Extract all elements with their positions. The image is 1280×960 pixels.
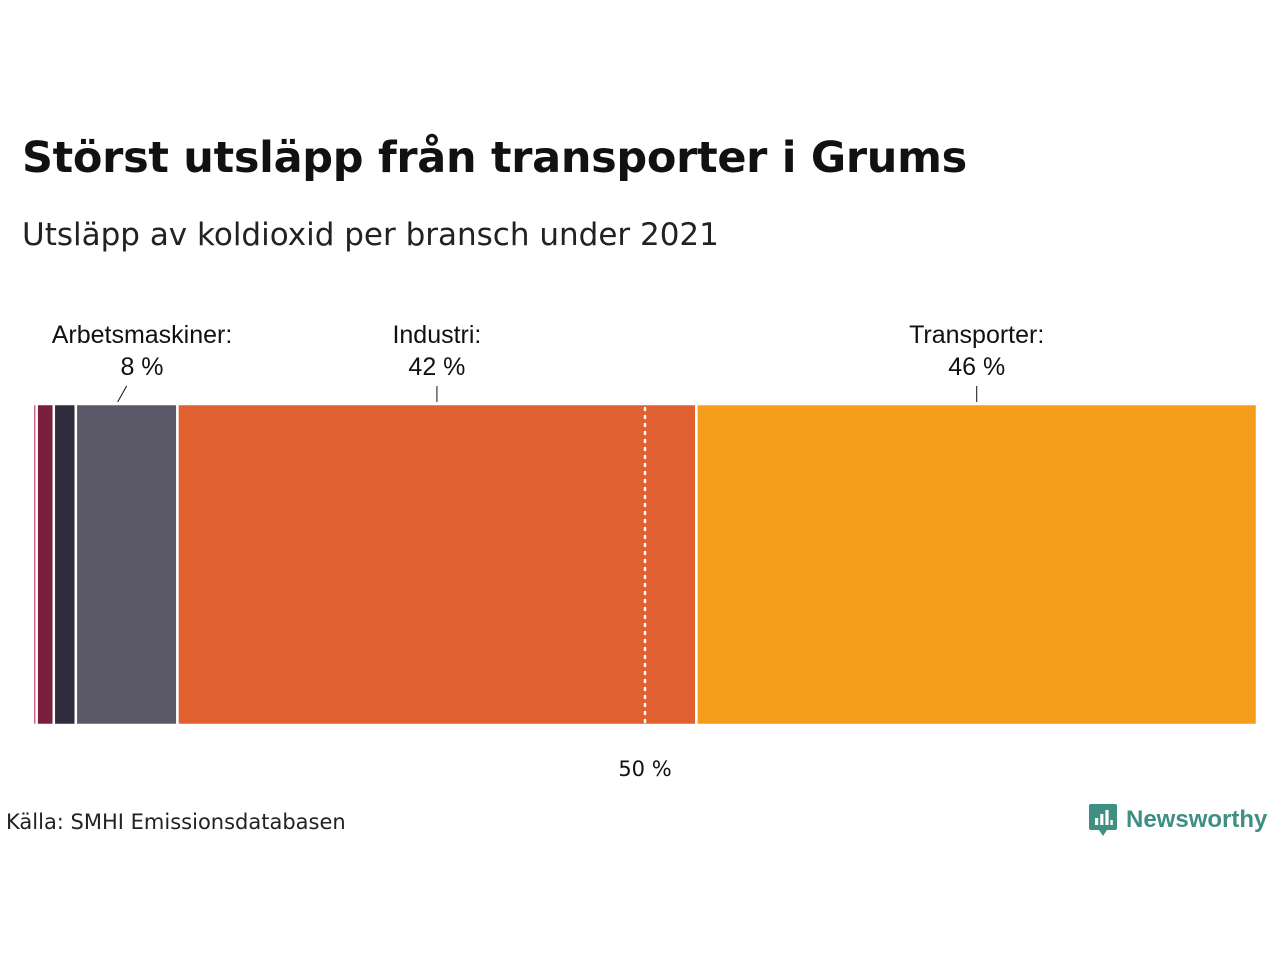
segment-value-label-4: 42 % — [408, 353, 465, 381]
segment-label-5: Transporter: — [909, 321, 1044, 349]
chart-title: Störst utsläpp från transporter i Grums — [22, 133, 967, 183]
brand-name: Newsworthy — [1126, 806, 1268, 833]
source-note: Källa: SMHI Emissionsdatabasen — [6, 810, 346, 834]
stacked-bar-chart: Arbetsmaskiner: 8 % Industri: 42 % Transport… — [31, 321, 1259, 781]
chart-subtitle: Utsläpp av koldioxid per bransch under 2… — [22, 217, 719, 253]
label-leader-line-3 — [117, 385, 128, 403]
bar-segment-5 — [695, 402, 1259, 727]
brand-logo: Newsworthy — [1088, 802, 1267, 838]
segment-label-4: Industri: — [392, 321, 481, 349]
bar-segment-4 — [176, 402, 698, 727]
segment-label-3: Arbetsmaskiner: — [52, 321, 233, 349]
bar-segment-1 — [35, 402, 56, 727]
bar-segment-3 — [74, 402, 179, 727]
segment-value-label-3: 8 % — [120, 353, 163, 381]
segment-value-label-5: 46 % — [948, 353, 1005, 381]
bar-segment-2 — [52, 402, 78, 727]
newsworthy-logo-icon — [1089, 804, 1117, 836]
reference-line-label: 50 % — [618, 757, 671, 781]
